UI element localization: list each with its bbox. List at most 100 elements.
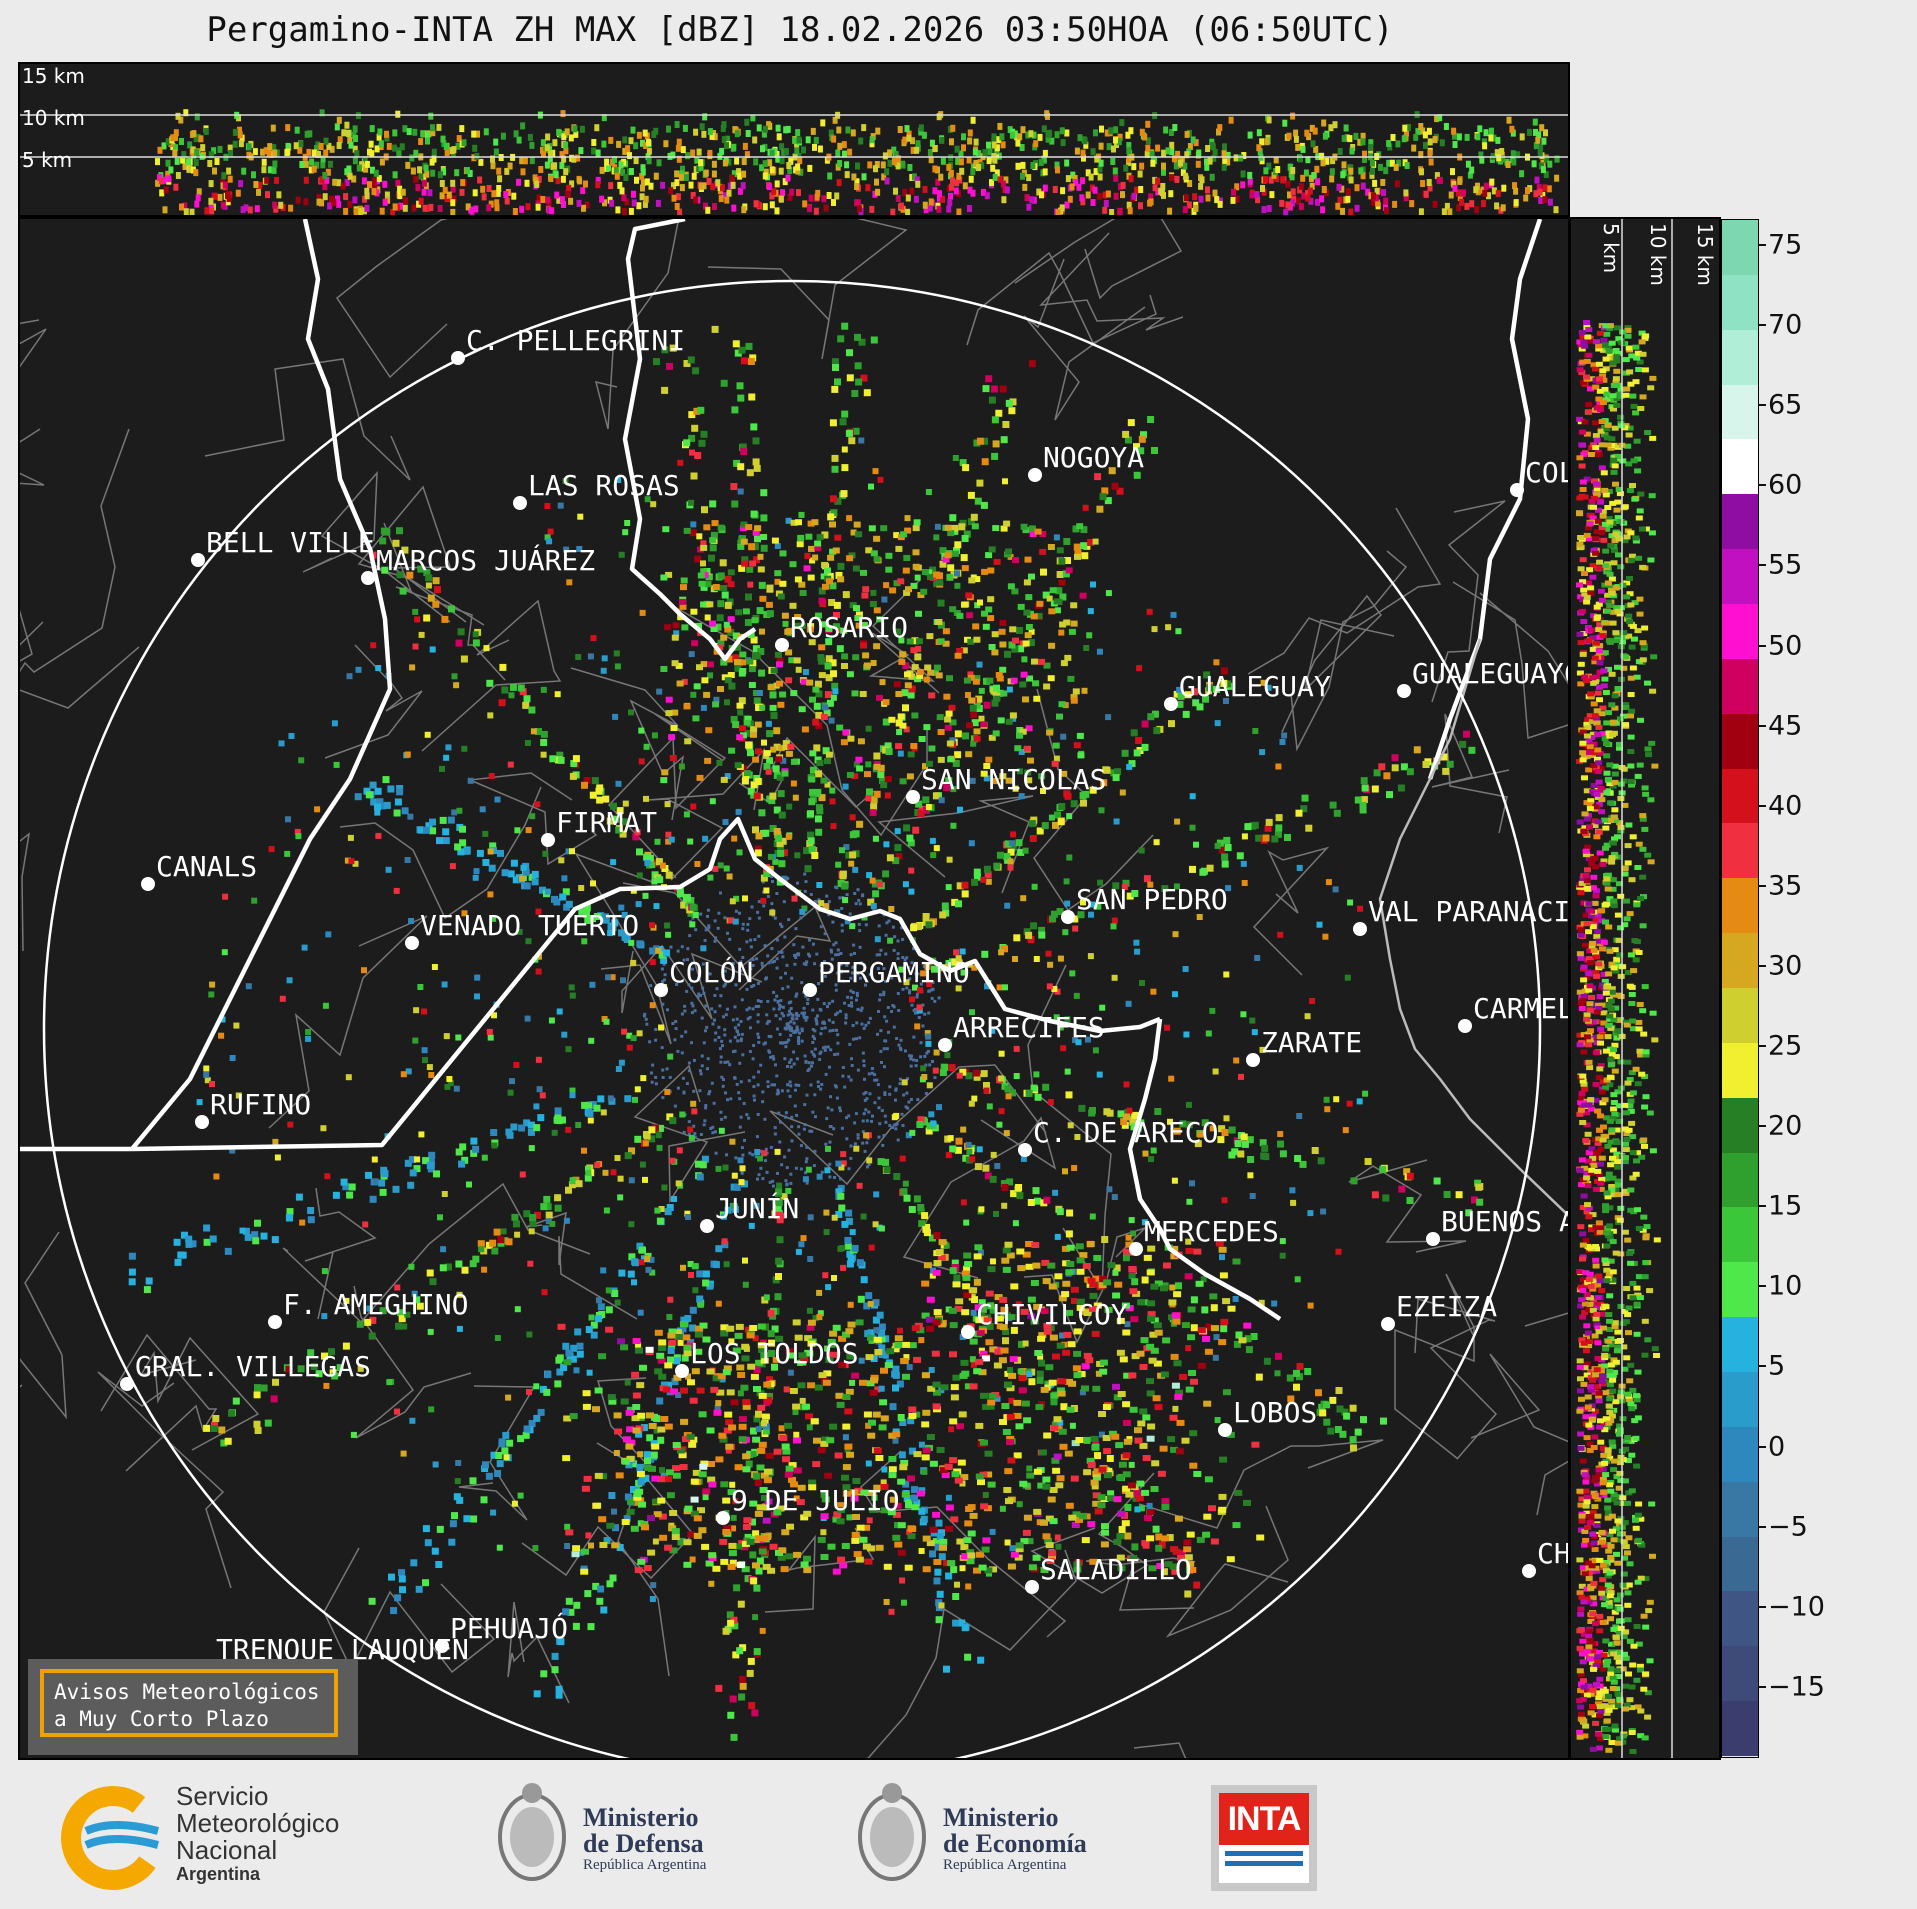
echo-pixel <box>592 1582 600 1590</box>
echo-pixel <box>1062 929 1069 936</box>
echo-pixel <box>584 1174 592 1182</box>
echo-pixel <box>711 325 719 333</box>
echo-pixel <box>1071 915 1079 923</box>
profile-pixel <box>740 182 746 190</box>
echo-pixel <box>771 1179 775 1183</box>
echo-pixel <box>374 803 381 811</box>
profile-pixel <box>260 148 266 156</box>
echo-pixel <box>196 1099 203 1106</box>
echo-pixel <box>602 1169 609 1176</box>
district-boundary <box>20 832 31 952</box>
profile-pixel <box>1505 161 1511 168</box>
echo-pixel <box>1252 728 1259 734</box>
echo-pixel <box>856 1259 864 1267</box>
echo-pixel <box>482 1461 489 1469</box>
echo-pixel <box>785 963 789 967</box>
echo-pixel <box>734 983 738 987</box>
echo-pixel <box>1371 1191 1379 1199</box>
echo-pixel <box>933 1577 941 1585</box>
profile-pixel <box>1383 167 1389 175</box>
echo-pixel <box>770 746 777 753</box>
echo-pixel <box>839 418 847 426</box>
echo-pixel <box>583 910 590 918</box>
profile-pixel <box>796 189 801 197</box>
echo-pixel <box>900 1112 904 1116</box>
echo-pixel <box>398 1569 405 1577</box>
echo-pixel <box>501 686 509 694</box>
profile-pixel <box>194 113 200 121</box>
echo-pixel <box>530 728 537 735</box>
profile-pixel <box>936 205 942 213</box>
echo-pixel <box>850 1057 853 1061</box>
echo-pixel <box>803 847 810 855</box>
profile-pixel <box>540 139 546 147</box>
echo-pixel <box>1130 729 1138 737</box>
profile-pixel <box>1065 175 1071 183</box>
echo-pixel <box>1008 407 1016 415</box>
echo-pixel <box>829 948 833 952</box>
profile-pixel <box>196 188 202 196</box>
profile-pixel <box>997 122 1003 130</box>
echo-pixel <box>976 1146 983 1153</box>
echo-pixel <box>643 743 650 750</box>
echo-pixel <box>1231 1148 1239 1156</box>
profile-pixel <box>519 157 525 165</box>
echo-pixel <box>307 1349 315 1357</box>
echo-pixel <box>735 1029 739 1033</box>
echo-pixel <box>382 776 390 784</box>
profile-pixel <box>1535 136 1541 144</box>
echo-pixel <box>743 1138 746 1142</box>
profile-pixel <box>1183 172 1189 180</box>
profile-pixel <box>1092 186 1098 194</box>
echo-pixel <box>715 987 719 991</box>
profile-pixel <box>334 123 340 131</box>
profile-pixel <box>631 190 636 198</box>
echo-pixel <box>803 872 807 876</box>
echo-pixel <box>1316 921 1323 928</box>
profile-pixel <box>1205 186 1210 194</box>
echo-pixel <box>1058 629 1065 636</box>
echo-pixel <box>1004 1370 1011 1377</box>
profile-pixel <box>1542 184 1548 192</box>
echo-pixel <box>369 1195 377 1203</box>
echo-pixel <box>947 1135 954 1142</box>
echo-pixel <box>649 862 656 869</box>
profile-pixel <box>520 122 526 130</box>
echo-pixel <box>533 1103 540 1110</box>
echo-pixel <box>1102 766 1110 774</box>
echo-pixel <box>1440 753 1448 761</box>
echo-pixel <box>1205 1323 1213 1331</box>
echo-pixel <box>295 833 302 840</box>
profile-pixel <box>812 143 817 151</box>
profile-pixel <box>954 145 960 153</box>
profile-pixel <box>1192 193 1198 201</box>
profile-pixel <box>208 151 214 159</box>
profile-pixel <box>940 157 946 165</box>
profile-pixel <box>982 149 988 157</box>
echo-pixel <box>882 1335 890 1343</box>
profile-pixel <box>782 178 788 186</box>
echo-pixel <box>593 1104 601 1112</box>
profile-pixel <box>1309 182 1315 190</box>
echo-pixel <box>618 904 625 911</box>
district-boundary <box>339 786 542 920</box>
echo-pixel <box>992 440 1000 448</box>
echo-pixel <box>771 960 775 964</box>
echo-pixel <box>803 1103 807 1107</box>
profile-pixel <box>1178 159 1183 167</box>
echo-pixel <box>839 872 847 880</box>
echo-pixel <box>1063 878 1070 885</box>
echo-pixel <box>1311 1147 1319 1154</box>
echo-pixel <box>830 495 837 503</box>
profile-pixel <box>1403 189 1409 197</box>
profile-pixel <box>1163 126 1169 134</box>
echo-pixel <box>738 1061 742 1065</box>
echo-pixel <box>820 969 824 973</box>
echo-pixel <box>776 1236 784 1244</box>
profile-pixel <box>779 143 785 151</box>
profile-pixel <box>475 130 480 138</box>
profile-pixel <box>336 200 342 208</box>
radar-map-panel[interactable]: C. PELLEGRINI LAS ROSAS BELL VILLE MARCOS J… <box>18 217 1570 1760</box>
echo-pixel <box>767 1309 775 1317</box>
profile-pixel <box>451 146 457 154</box>
